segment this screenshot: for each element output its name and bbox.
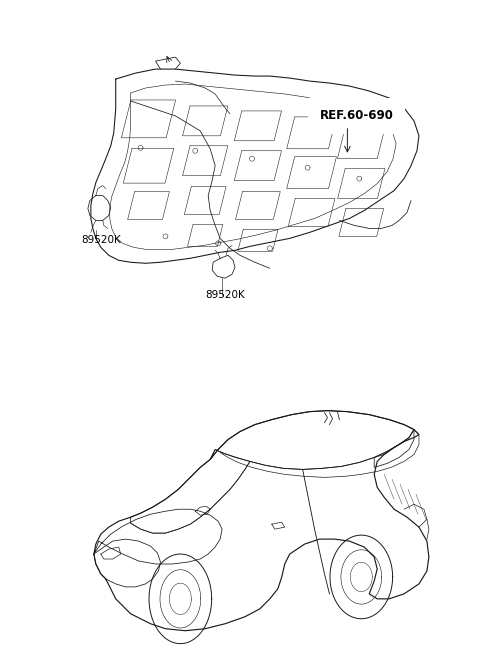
Text: 89520K: 89520K: [81, 235, 120, 246]
Text: 89520K: 89520K: [205, 290, 245, 300]
Text: REF.60-690: REF.60-690: [320, 109, 394, 122]
